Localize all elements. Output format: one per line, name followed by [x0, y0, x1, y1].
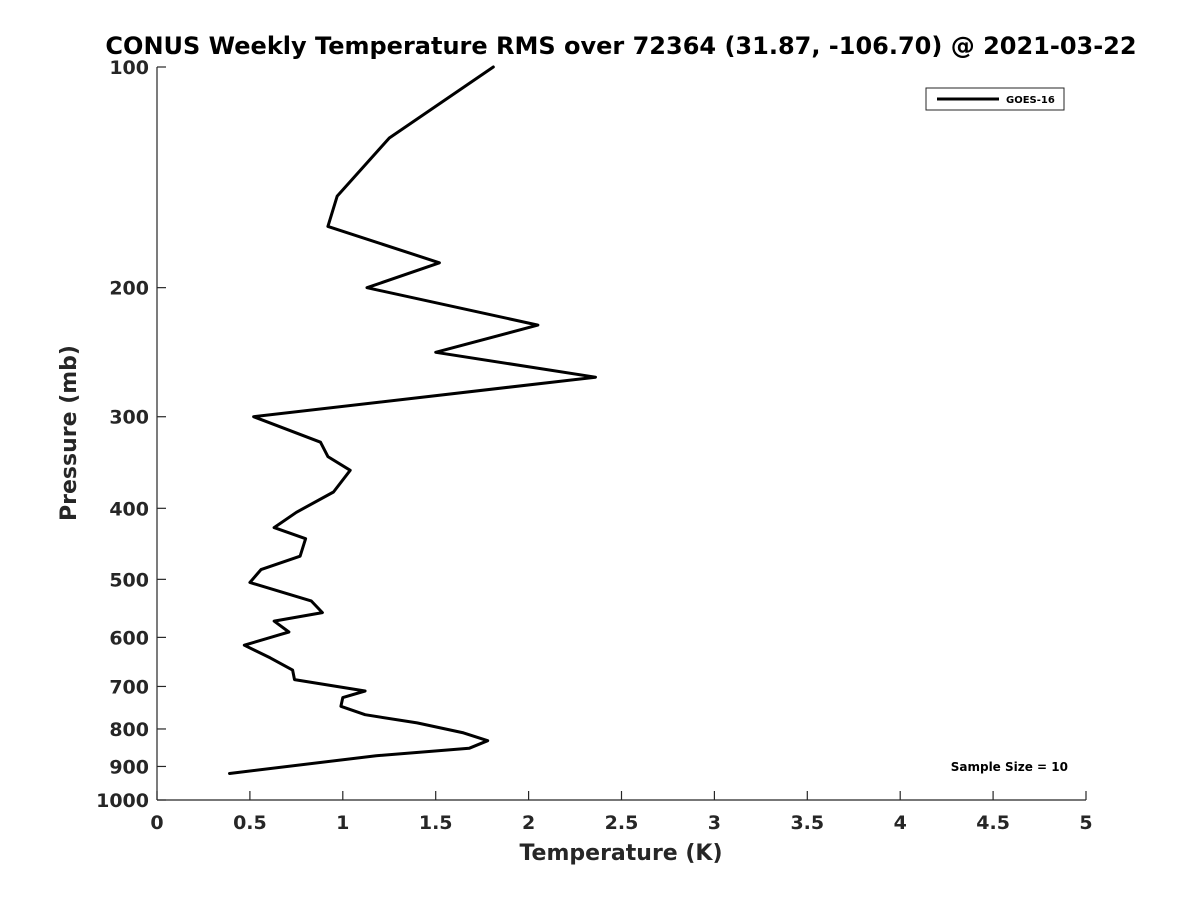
- x-tick-label: 5: [1079, 812, 1092, 834]
- y-tick-label: 600: [109, 627, 149, 649]
- x-ticks: 0 0.5 1 1.5 2 2.5 3 3.5 4 4.5 5: [150, 791, 1093, 834]
- x-tick-label: 3.5: [790, 812, 824, 834]
- y-tick-label: 500: [109, 569, 149, 591]
- x-tick-label: 3: [708, 812, 721, 834]
- x-tick-label: 2.5: [605, 812, 639, 834]
- y-ticks: 100 200 300 400 500 600 700 800 900 1000: [96, 57, 166, 812]
- y-tick-label: 700: [109, 676, 149, 698]
- x-tick-label: 4.5: [976, 812, 1010, 834]
- x-axis-label: Temperature (K): [519, 841, 722, 866]
- series-line-goes-16: [228, 65, 597, 775]
- chart-title: CONUS Weekly Temperature RMS over 72364 …: [105, 32, 1136, 60]
- x-tick-label: 4: [894, 812, 907, 834]
- y-tick-label: 300: [109, 407, 149, 429]
- legend-entry-goes-16: GOES-16: [1006, 95, 1055, 106]
- y-tick-label: 200: [109, 278, 149, 300]
- y-tick-label: 100: [109, 57, 149, 79]
- x-tick-label: 0.5: [233, 812, 267, 834]
- legend[interactable]: GOES-16: [925, 87, 1065, 111]
- sample-size-annotation: Sample Size = 10: [951, 760, 1068, 774]
- y-tick-label: 400: [109, 498, 149, 520]
- x-tick-label: 1: [336, 812, 349, 834]
- y-axis-label: Pressure (mb): [57, 345, 82, 521]
- y-tick-label: 900: [109, 756, 149, 778]
- x-tick-label: 2: [522, 812, 535, 834]
- x-tick-label: 1.5: [419, 812, 453, 834]
- x-tick-label: 0: [150, 812, 163, 834]
- y-tick-label: 1000: [96, 790, 149, 812]
- y-tick-label: 800: [109, 719, 149, 741]
